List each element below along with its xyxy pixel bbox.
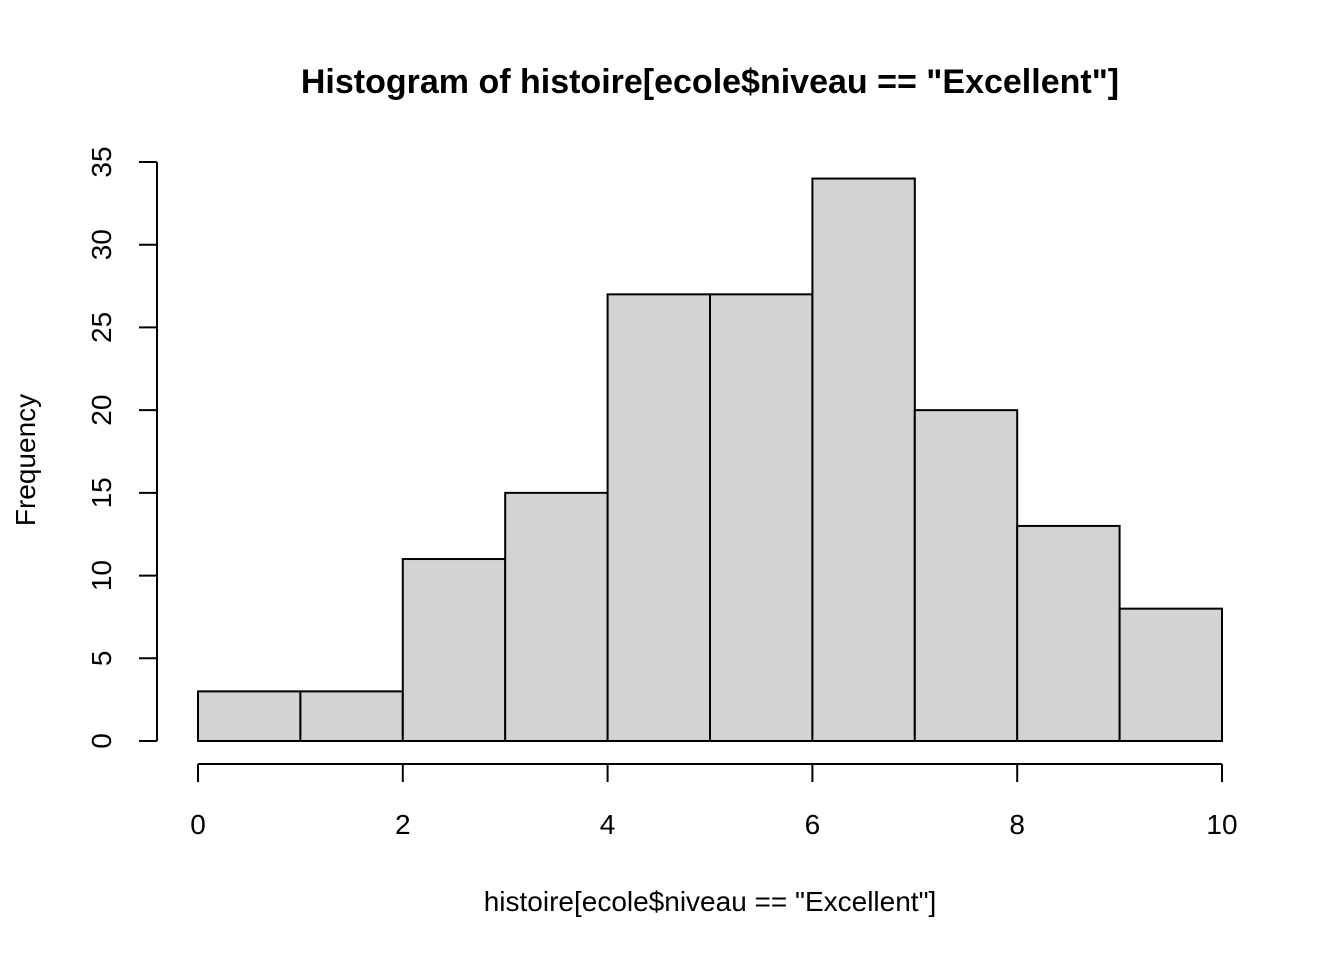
chart-title: Histogram of histoire[ecole$niveau == "E… (301, 63, 1119, 101)
histogram-bar (1016, 524, 1121, 743)
x-axis-label: histoire[ecole$niveau == "Excellent"] (484, 886, 937, 917)
x-tick-label: 4 (600, 809, 616, 840)
y-tick-label: 0 (86, 733, 117, 749)
histogram-bar (299, 690, 404, 742)
histogram-bar (709, 293, 814, 742)
y-tick-label: 15 (86, 477, 117, 508)
y-tick-label: 30 (86, 229, 117, 260)
histogram-bar (913, 409, 1019, 742)
y-tick-label: 5 (86, 650, 117, 666)
x-tick-label: 0 (190, 809, 206, 840)
x-tick-label: 2 (395, 809, 411, 840)
x-tick-label: 8 (1009, 809, 1025, 840)
histogram-bar (197, 690, 302, 742)
x-tick-label: 10 (1206, 809, 1237, 840)
y-tick-label: 35 (86, 146, 117, 177)
histogram-bar (401, 558, 507, 742)
x-axis: 0 2 4 6 8 10 (190, 763, 1238, 840)
histogram-bar (1118, 607, 1223, 743)
y-tick-label: 10 (86, 560, 117, 591)
y-tick-label: 20 (86, 395, 117, 426)
y-axis-label: Frequency (10, 394, 41, 526)
histogram-bar (811, 177, 916, 743)
histogram-bar (606, 293, 711, 742)
bars-group (197, 177, 1223, 743)
x-tick-label: 6 (805, 809, 821, 840)
y-axis: 0 5 10 15 20 25 30 35 (86, 146, 158, 749)
y-tick-label: 25 (86, 312, 117, 343)
histogram-bar (504, 491, 609, 742)
